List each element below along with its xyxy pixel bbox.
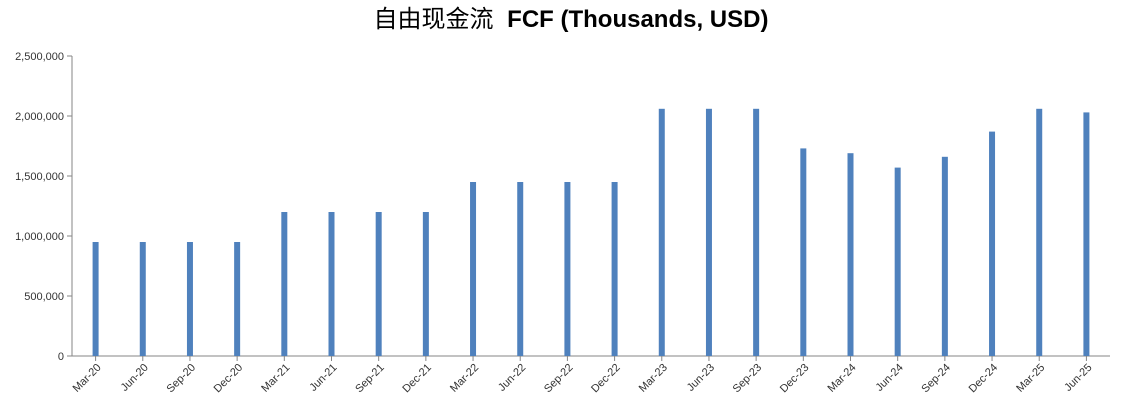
bar <box>186 242 193 356</box>
chart-title: 自由现金流 FCF (Thousands, USD) <box>374 5 769 33</box>
x-tick-label: Mar-20 <box>71 362 104 395</box>
y-tick-label: 0 <box>58 351 64 363</box>
x-tick-label: Jun-25 <box>1062 362 1094 394</box>
x-tick-label: Dec-23 <box>778 362 812 396</box>
x-tick-label: Sep-24 <box>919 362 953 396</box>
bar <box>281 212 288 356</box>
chart-title-cn: 自由现金流 <box>374 5 494 33</box>
chart-title-en: FCF (Thousands, USD) <box>507 6 768 33</box>
y-tick-label: 500,000 <box>24 291 64 303</box>
bar <box>328 212 335 356</box>
x-tick-label: Jun-22 <box>496 362 528 394</box>
axes <box>67 55 1110 361</box>
bar <box>611 182 618 356</box>
bar <box>989 131 996 356</box>
bar <box>941 156 948 356</box>
x-tick-label: Sep-20 <box>164 362 198 396</box>
x-tick-label: Dec-21 <box>400 362 434 396</box>
bar <box>234 242 241 356</box>
x-tick-label: Mar-24 <box>825 362 858 395</box>
bar <box>753 108 760 356</box>
x-tick-label: Mar-25 <box>1014 362 1047 395</box>
bar <box>800 148 807 356</box>
bar <box>139 242 146 356</box>
bar <box>470 182 477 356</box>
x-tick-labels: Mar-20 Jun-20 Sep-20 Dec-20 Mar-21 Jun-21 Sep-… <box>71 362 1095 396</box>
y-tick-labels: 0 500,000 1,000,000 1,500,000 2,000,000 2,500… <box>15 51 64 363</box>
bar <box>1083 112 1090 357</box>
bar <box>517 182 524 356</box>
x-tick-label: Mar-22 <box>448 362 481 395</box>
x-tick-label: Dec-24 <box>967 362 1001 396</box>
bar <box>894 167 901 356</box>
bar <box>658 108 665 356</box>
bar <box>92 242 99 356</box>
bars <box>92 108 1090 357</box>
bar <box>705 108 712 356</box>
x-tick-label: Sep-23 <box>731 362 765 396</box>
bar <box>564 182 571 356</box>
x-tick-label: Jun-21 <box>307 362 339 394</box>
x-tick-label: Jun-24 <box>874 362 906 394</box>
bar <box>847 153 854 356</box>
x-tick-label: Jun-20 <box>119 362 151 394</box>
x-tick-label: Sep-22 <box>542 362 576 396</box>
y-tick-label: 1,000,000 <box>15 231 64 243</box>
bar <box>375 212 382 356</box>
x-tick-label: Sep-21 <box>353 362 387 396</box>
bar <box>422 212 429 356</box>
x-tick-label: Dec-20 <box>212 362 246 396</box>
x-tick-label: Dec-22 <box>589 362 623 396</box>
y-tick-label: 2,000,000 <box>15 111 64 123</box>
x-tick-label: Mar-23 <box>637 362 670 395</box>
y-tick-label: 2,500,000 <box>15 51 64 63</box>
bar <box>1036 108 1043 356</box>
x-tick-label: Jun-23 <box>685 362 717 394</box>
y-tick-label: 1,500,000 <box>15 171 64 183</box>
x-tick-label: Mar-21 <box>259 362 292 395</box>
